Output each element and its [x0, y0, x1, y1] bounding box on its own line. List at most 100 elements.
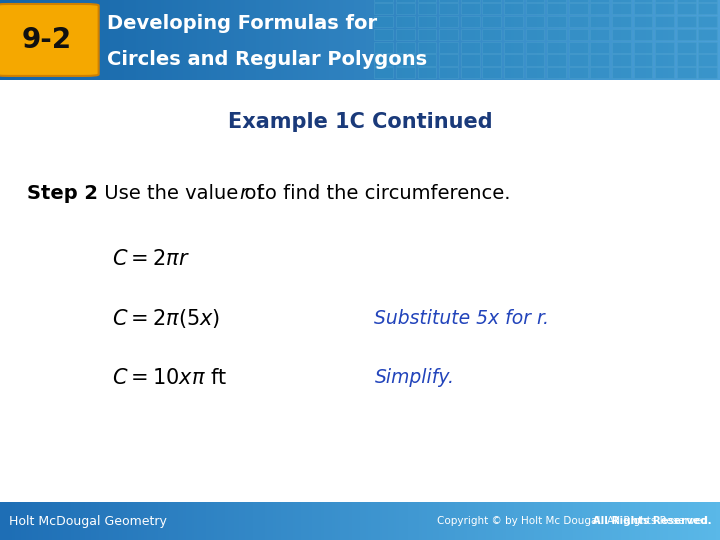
- Bar: [504, 42, 523, 53]
- Bar: [374, 3, 393, 15]
- Bar: [461, 29, 480, 40]
- Bar: [547, 42, 566, 53]
- Bar: [439, 67, 458, 78]
- Bar: [634, 42, 652, 53]
- Bar: [504, 29, 523, 40]
- Bar: [677, 42, 696, 53]
- Bar: [439, 0, 458, 2]
- Text: $C = 2\pi(5x)$: $C = 2\pi(5x)$: [112, 307, 220, 330]
- Bar: [461, 0, 480, 2]
- Bar: [655, 42, 674, 53]
- Bar: [418, 67, 436, 78]
- Bar: [569, 0, 588, 2]
- Text: Developing Formulas for: Developing Formulas for: [107, 15, 377, 33]
- Bar: [569, 42, 588, 53]
- Bar: [396, 3, 415, 15]
- Bar: [504, 67, 523, 78]
- Bar: [698, 67, 717, 78]
- Bar: [698, 29, 717, 40]
- Bar: [547, 0, 566, 2]
- Bar: [418, 42, 436, 53]
- Bar: [504, 3, 523, 15]
- Bar: [418, 0, 436, 2]
- Bar: [504, 55, 523, 65]
- Text: $C = 10x\pi$ ft: $C = 10x\pi$ ft: [112, 368, 227, 388]
- Bar: [526, 29, 544, 40]
- Bar: [590, 16, 609, 27]
- Bar: [677, 16, 696, 27]
- Bar: [439, 55, 458, 65]
- Bar: [655, 29, 674, 40]
- Bar: [655, 55, 674, 65]
- Bar: [396, 67, 415, 78]
- Bar: [374, 0, 393, 2]
- Bar: [526, 0, 544, 2]
- FancyBboxPatch shape: [0, 4, 99, 76]
- Bar: [634, 67, 652, 78]
- Bar: [526, 3, 544, 15]
- Bar: [374, 29, 393, 40]
- Bar: [374, 16, 393, 27]
- Text: Copyright © by Holt Mc Dougal. All Rights Reserved.: Copyright © by Holt Mc Dougal. All Right…: [437, 516, 711, 526]
- Bar: [439, 42, 458, 53]
- Bar: [677, 3, 696, 15]
- Bar: [677, 0, 696, 2]
- Bar: [418, 55, 436, 65]
- Bar: [698, 16, 717, 27]
- Bar: [461, 42, 480, 53]
- Bar: [698, 0, 717, 2]
- Bar: [612, 67, 631, 78]
- Bar: [569, 3, 588, 15]
- Text: Substitute 5x for r.: Substitute 5x for r.: [374, 309, 549, 328]
- Bar: [634, 55, 652, 65]
- Bar: [482, 3, 501, 15]
- Bar: [590, 42, 609, 53]
- Bar: [590, 29, 609, 40]
- Bar: [677, 55, 696, 65]
- Bar: [590, 55, 609, 65]
- Bar: [526, 42, 544, 53]
- Bar: [698, 42, 717, 53]
- Text: r: r: [240, 185, 248, 204]
- Bar: [396, 42, 415, 53]
- Bar: [634, 0, 652, 2]
- Bar: [482, 16, 501, 27]
- Text: Example 1C Continued: Example 1C Continued: [228, 112, 492, 132]
- Bar: [418, 29, 436, 40]
- Bar: [547, 67, 566, 78]
- Bar: [655, 16, 674, 27]
- Bar: [698, 55, 717, 65]
- Text: Step 2: Step 2: [27, 185, 99, 204]
- Bar: [418, 16, 436, 27]
- Bar: [569, 29, 588, 40]
- Bar: [526, 55, 544, 65]
- Text: Use the value of: Use the value of: [98, 185, 270, 204]
- Bar: [547, 16, 566, 27]
- Bar: [482, 42, 501, 53]
- Bar: [655, 0, 674, 2]
- Bar: [439, 29, 458, 40]
- Bar: [374, 55, 393, 65]
- Bar: [547, 3, 566, 15]
- Bar: [482, 29, 501, 40]
- Bar: [655, 3, 674, 15]
- Bar: [634, 29, 652, 40]
- Text: Simplify.: Simplify.: [374, 368, 454, 387]
- Bar: [590, 3, 609, 15]
- Bar: [612, 0, 631, 2]
- Bar: [526, 16, 544, 27]
- Text: 9-2: 9-2: [22, 26, 71, 54]
- Bar: [612, 55, 631, 65]
- Bar: [612, 16, 631, 27]
- Bar: [655, 67, 674, 78]
- Bar: [569, 67, 588, 78]
- Bar: [612, 3, 631, 15]
- Bar: [482, 67, 501, 78]
- Bar: [569, 16, 588, 27]
- Bar: [439, 16, 458, 27]
- Bar: [634, 3, 652, 15]
- Bar: [504, 16, 523, 27]
- Bar: [677, 67, 696, 78]
- Bar: [547, 29, 566, 40]
- Bar: [396, 29, 415, 40]
